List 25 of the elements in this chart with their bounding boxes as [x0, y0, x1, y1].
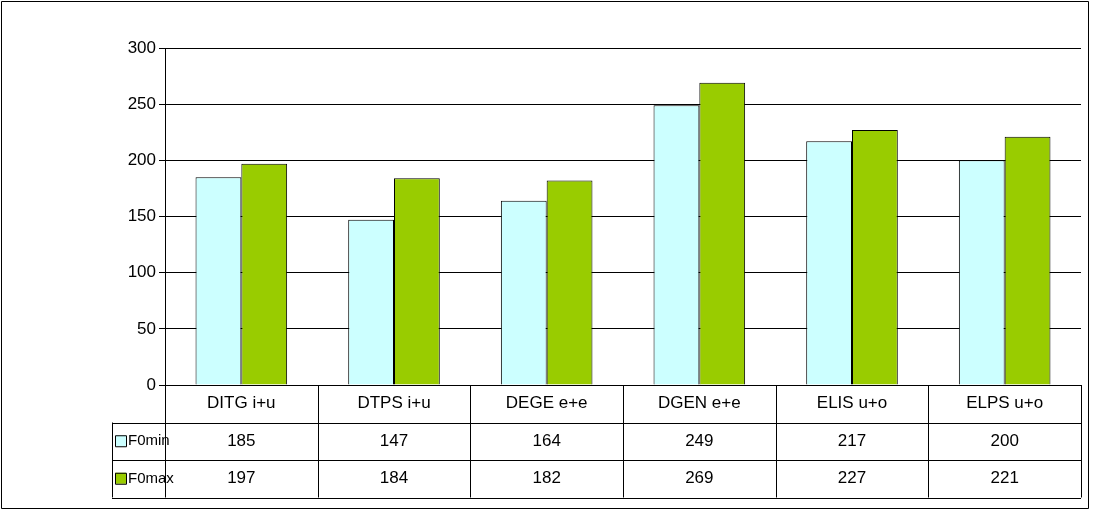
data-label: 227 [837, 468, 867, 488]
data-label: 164 [532, 430, 561, 450]
y-tick-label: 200 [127, 150, 156, 170]
x-tick-label: ELIS u+o [816, 393, 888, 413]
y-tick-label: 300 [127, 37, 156, 57]
data-label: 221 [990, 468, 1019, 488]
data-label: 185 [227, 430, 256, 450]
x-tick-label: DTPS i+u [357, 393, 431, 413]
y-tick-label: 250 [127, 93, 156, 113]
y-tick-label: 50 [137, 318, 156, 338]
y-tick-label: 150 [127, 206, 156, 226]
data-label: 182 [532, 468, 561, 488]
data-label: 197 [227, 468, 256, 488]
data-label: 269 [685, 468, 714, 488]
data-label: 147 [379, 430, 409, 450]
y-tick-label: 0 [146, 374, 156, 394]
data-label: 249 [685, 430, 714, 450]
x-tick-label: DITG i+u [207, 393, 276, 413]
data-label: 184 [379, 468, 409, 488]
data-label: 217 [837, 430, 867, 450]
x-tick-label: DEGE e+e [505, 393, 588, 413]
data-label: 200 [990, 430, 1019, 450]
x-tick-label: ELPS u+o [966, 393, 1044, 413]
y-tick-label: 100 [127, 262, 156, 282]
x-tick-label: DGEN e+e [657, 393, 741, 413]
